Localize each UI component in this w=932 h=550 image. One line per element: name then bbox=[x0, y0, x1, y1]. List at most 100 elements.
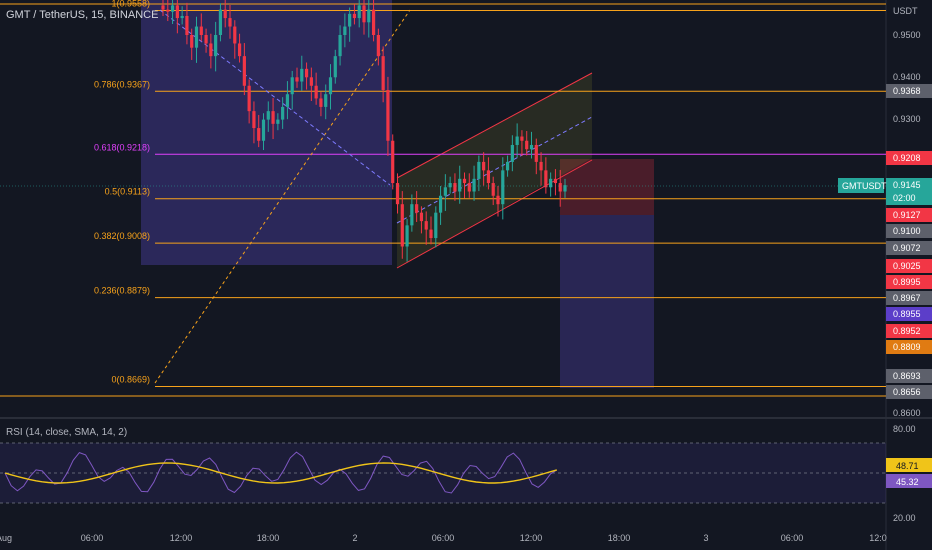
rsi-sma-line bbox=[4, 462, 557, 484]
symbol-tag: GMTUSDT bbox=[842, 181, 887, 191]
price-axis[interactable]: USDT 0.9500 0.9400 0.9300 0.8600 bbox=[893, 6, 921, 418]
candle-body bbox=[429, 229, 433, 239]
time-tick: 3 bbox=[703, 533, 708, 543]
candle-body bbox=[170, 5, 175, 12]
candle-body bbox=[343, 26, 347, 35]
time-tick: 12:00 bbox=[170, 533, 193, 543]
candle-body bbox=[352, 13, 357, 19]
price-tag bbox=[886, 291, 932, 305]
candle-body bbox=[553, 178, 558, 184]
time-tick: 06:00 bbox=[432, 533, 455, 543]
candle-body bbox=[505, 161, 510, 171]
candle-body bbox=[180, 15, 184, 19]
candle-body bbox=[563, 185, 567, 192]
candle-body bbox=[448, 183, 452, 188]
candle-body bbox=[266, 111, 270, 120]
price-tag-label: 0.8693 bbox=[893, 371, 921, 381]
price-tag-label: 0.9368 bbox=[893, 86, 921, 96]
time-tick: 12:0 bbox=[869, 533, 887, 543]
candle-body bbox=[281, 106, 285, 120]
candle-body bbox=[491, 183, 495, 196]
candle-body bbox=[472, 178, 476, 192]
candle-body bbox=[204, 35, 208, 44]
time-tick: 18:00 bbox=[257, 533, 280, 543]
candle-body bbox=[285, 94, 290, 107]
candle-body bbox=[261, 119, 266, 141]
candle-body bbox=[371, 9, 376, 36]
rsi-tick-20: 20.00 bbox=[893, 513, 916, 523]
fib-retracement[interactable]: 1(0.9558)0.786(0.9367)0.618(0.9218)0.5(0… bbox=[0, 0, 886, 397]
price-tag bbox=[886, 275, 932, 289]
price-tag bbox=[886, 307, 932, 321]
price-tag-label: 0.9025 bbox=[893, 261, 921, 271]
time-tick: 2 bbox=[352, 533, 357, 543]
price-tag-label: 0.8809 bbox=[893, 342, 921, 352]
candle-body bbox=[501, 170, 505, 205]
candle-body bbox=[295, 77, 299, 82]
fib-level-label: 0.5(0.9113) bbox=[105, 187, 150, 197]
candle-body bbox=[415, 204, 419, 213]
candle-body bbox=[438, 195, 443, 213]
parallel-channel[interactable] bbox=[397, 73, 592, 268]
candle-body bbox=[539, 161, 543, 171]
time-axis[interactable]: Aug 06:00 12:00 18:00 2 06:00 12:00 18:00 3 06:00… bbox=[0, 533, 887, 543]
candle-body bbox=[510, 144, 514, 162]
rsi-sma-tag: 48.71 bbox=[896, 461, 919, 471]
price-tag bbox=[886, 191, 932, 205]
price-tag bbox=[886, 241, 932, 255]
price-tag bbox=[886, 369, 932, 383]
candle-body bbox=[314, 85, 318, 99]
candle-body bbox=[242, 56, 246, 86]
rsi-value-tag: 45.32 bbox=[896, 477, 919, 487]
short-position-target-box[interactable] bbox=[560, 215, 654, 388]
candle-body bbox=[199, 26, 203, 35]
candle-body bbox=[400, 204, 404, 247]
fib-level-label: 0.618(0.9218) bbox=[94, 142, 150, 152]
time-tick: 12:00 bbox=[520, 533, 543, 543]
candle-body bbox=[338, 35, 342, 57]
candle-body bbox=[362, 5, 366, 23]
candle-body bbox=[209, 43, 213, 57]
price-tag-label: 0.9100 bbox=[893, 226, 921, 236]
candle-body bbox=[525, 140, 529, 150]
candle-body bbox=[482, 161, 486, 171]
candle-body bbox=[496, 195, 500, 205]
price-tag bbox=[886, 208, 932, 222]
candle-body bbox=[544, 170, 548, 188]
short-position-risk-box[interactable] bbox=[560, 159, 654, 215]
rsi-line bbox=[4, 451, 558, 494]
candle-body bbox=[166, 9, 170, 12]
price-tag-label: 0.8955 bbox=[893, 309, 921, 319]
y-tick: 0.9400 bbox=[893, 72, 921, 82]
price-tag-label: 0.9145 bbox=[893, 180, 921, 190]
symbol-title[interactable]: GMT / TetherUS, 15, BINANCE bbox=[6, 9, 159, 21]
price-tag bbox=[886, 259, 932, 273]
candle-body bbox=[376, 35, 380, 57]
candle-body bbox=[194, 26, 199, 48]
candlestick-series bbox=[161, 0, 567, 262]
diagonal-line[interactable] bbox=[159, 9, 391, 186]
price-tag-label: 0.8952 bbox=[893, 326, 921, 336]
candle-body bbox=[304, 68, 309, 78]
fib-level-label: 0.382(0.9008) bbox=[94, 231, 150, 241]
candle-body bbox=[549, 178, 553, 188]
price-tag-label: 0.8995 bbox=[893, 277, 921, 287]
candle-body bbox=[529, 144, 534, 150]
candle-body bbox=[467, 183, 471, 192]
date-range-box[interactable] bbox=[141, 0, 392, 265]
candle-body bbox=[558, 183, 562, 192]
fib-level-label: 0.236(0.8879) bbox=[94, 286, 150, 296]
candle-body bbox=[233, 26, 237, 44]
candle-body bbox=[257, 128, 261, 141]
candle-body bbox=[395, 183, 400, 205]
fib-level-label: 0(0.8669) bbox=[111, 375, 150, 385]
y-tick: 0.9500 bbox=[893, 30, 921, 40]
time-tick: 06:00 bbox=[781, 533, 804, 543]
candle-body bbox=[348, 13, 352, 27]
rsi-indicator-title[interactable]: RSI (14, close, SMA, 14, 2) bbox=[6, 427, 128, 438]
candle-body bbox=[458, 178, 462, 192]
candle-body bbox=[391, 140, 395, 184]
price-tags: 0.9368 0.9208 0.9145 02:00 0.9127 0.9100 0.907… bbox=[886, 84, 932, 399]
price-tag-label: 02:00 bbox=[893, 193, 916, 203]
